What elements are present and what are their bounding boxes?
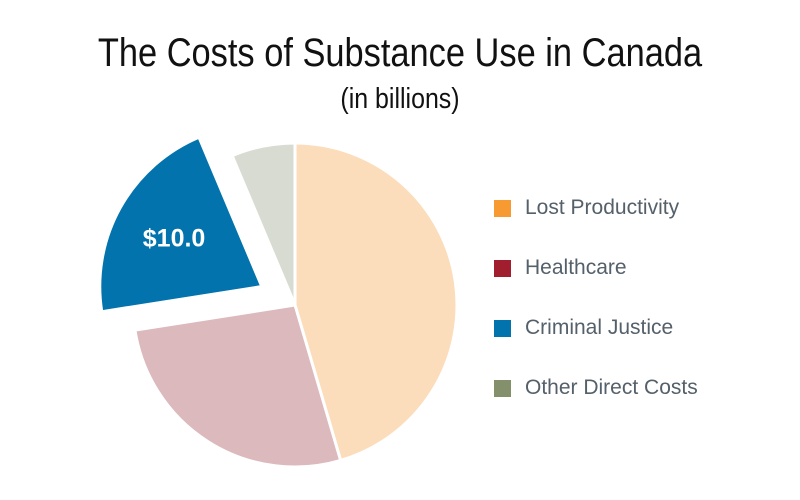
legend-item-healthcare: Healthcare [494,238,698,298]
legend-swatch [494,379,511,397]
legend-swatch [494,319,511,337]
pie-slice-other-direct-costs [230,141,297,307]
legend-swatch [494,259,511,277]
legend-item-criminal-justice: Criminal Justice [494,298,698,358]
pie-slice-criminal-justice [98,135,264,314]
pie-slice-healthcare [133,303,343,469]
data-label-criminal-justice: $10.0 [143,225,206,253]
legend-item-other-direct-costs: Other Direct Costs [494,358,698,418]
chart-subtitle: (in billions) [340,83,460,115]
chart-legend: Lost Productivity Healthcare Criminal Just… [494,178,698,418]
legend-item-lost-productivity: Lost Productivity [494,178,698,238]
legend-label: Other Direct Costs [525,376,698,399]
chart-title: The Costs of Substance Use in Canada [97,31,703,75]
legend-label: Criminal Justice [525,316,674,339]
pie-slice-lost-productivity [293,141,459,462]
legend-label: Healthcare [525,256,627,279]
legend-swatch [494,199,511,217]
legend-label: Lost Productivity [525,196,680,219]
